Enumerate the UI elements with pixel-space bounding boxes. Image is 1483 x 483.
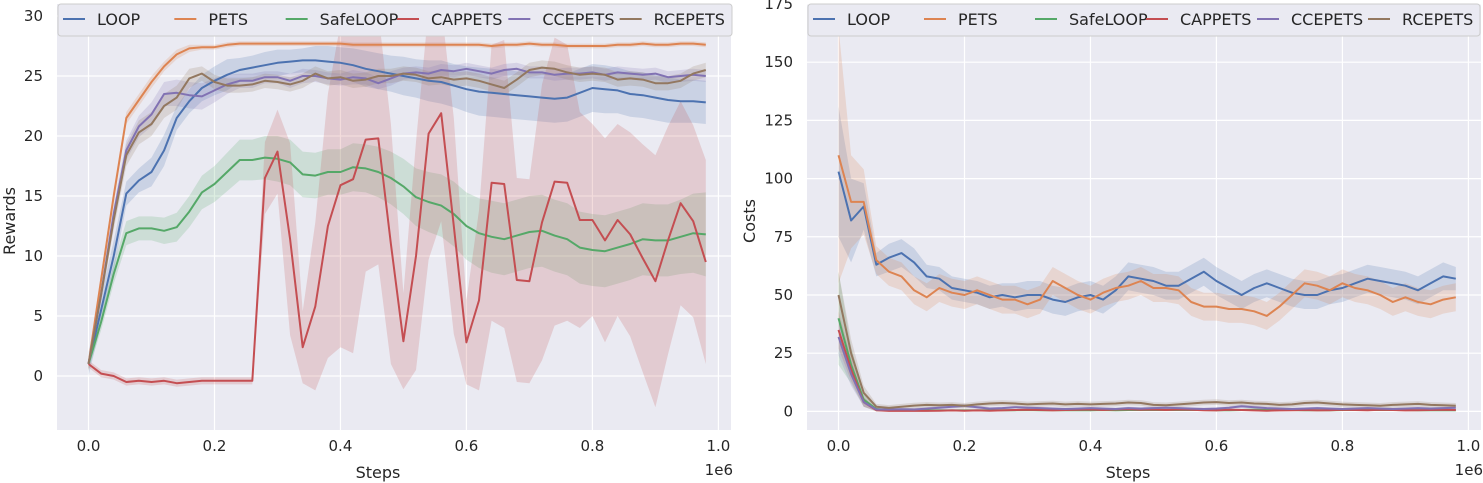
y-axis-label: Rewards <box>0 187 19 255</box>
y-tick-label: 5 <box>33 307 43 325</box>
series-line-rcepets <box>837 294 1456 409</box>
confidence-band-cappets <box>88 5 706 408</box>
series-line-cappets <box>837 329 1456 412</box>
legend-entry: PETS <box>208 10 248 29</box>
legend-entry: SafeLOOP <box>320 10 399 29</box>
x-tick-label: 0.6 <box>1205 437 1229 455</box>
series-line-rcepets <box>87 66 707 365</box>
legend-entry: LOOP <box>847 10 891 29</box>
y-tick-label: 175 <box>764 0 793 13</box>
legend: LOOP PETS SafeLOOP CAPPETS CCEPETS RCEPETS <box>807 3 1481 37</box>
legend-entry: LOOP <box>97 10 141 29</box>
plot-area <box>807 4 1481 430</box>
x-offset-text: 1e6 <box>705 461 733 479</box>
x-tick-label: 0.8 <box>1330 437 1354 455</box>
legend-entry: CCEPETS <box>542 10 614 29</box>
y-tick-label: 125 <box>764 111 793 129</box>
series-layer <box>837 27 1456 412</box>
y-tick-label: 30 <box>24 7 43 25</box>
y-tick-label: 50 <box>774 286 793 304</box>
x-offset-text: 1e6 <box>1455 461 1483 479</box>
y-tick-label: 150 <box>764 53 793 71</box>
y-axis-label: Costs <box>740 199 759 243</box>
series-layer <box>87 5 707 408</box>
y-tick-label: 75 <box>774 228 793 246</box>
y-tick-label: 0 <box>783 402 793 420</box>
x-axis-label: Steps <box>1106 463 1151 482</box>
y-tick-label: 20 <box>24 127 43 145</box>
x-tick-label: 0.8 <box>580 437 604 455</box>
x-tick-label: 0.2 <box>953 437 977 455</box>
legend-entry: CCEPETS <box>1291 10 1363 29</box>
x-tick-label: 0.0 <box>827 437 851 455</box>
legend: LOOP PETS SafeLOOP CAPPETS CCEPETS RCEPETS <box>57 3 733 37</box>
x-tick-label: 1.0 <box>706 437 730 455</box>
confidence-band-loop <box>838 106 1456 316</box>
x-tick-label: 0.0 <box>77 437 101 455</box>
series-line-pets <box>87 42 706 365</box>
y-tick-label: 10 <box>24 247 43 265</box>
rewards-chart: 0.0 0.2 0.4 0.6 0.8 1.0 0 5 10 15 20 25 30 Steps Rewar… <box>0 3 733 482</box>
y-tick-label: 25 <box>24 67 43 85</box>
series-line-pets <box>837 155 1456 317</box>
x-tick-label: 0.4 <box>329 437 353 455</box>
series-line-safeloop <box>87 156 706 365</box>
legend-entry: CAPPETS <box>431 10 502 29</box>
y-tick-label: 15 <box>24 187 43 205</box>
series-line-loop <box>837 171 1456 303</box>
x-axis-label: Steps <box>356 463 401 482</box>
legend-entry: SafeLOOP <box>1069 10 1148 29</box>
y-tick-label: 25 <box>774 344 793 362</box>
legend-entry: RCEPETS <box>654 10 725 29</box>
legend-entry: PETS <box>958 10 998 29</box>
legend-entry: RCEPETS <box>1402 10 1473 29</box>
confidence-band-pets <box>838 27 1456 330</box>
x-tick-label: 0.6 <box>455 437 479 455</box>
series-line-cappets <box>87 112 707 385</box>
y-tick-label: 0 <box>33 367 43 385</box>
y-tick-label: 100 <box>764 170 793 188</box>
legend-box <box>57 3 733 37</box>
x-tick-label: 0.4 <box>1079 437 1103 455</box>
series-line-ccepets <box>837 336 1456 411</box>
legend-entry: CAPPETS <box>1180 10 1251 29</box>
legend-box <box>807 3 1481 37</box>
costs-chart: 0.0 0.2 0.4 0.6 0.8 1.0 0 25 50 75 100 125 150 175 Ste… <box>740 0 1483 482</box>
x-tick-label: 1.0 <box>1456 437 1480 455</box>
x-tick-label: 0.2 <box>203 437 227 455</box>
